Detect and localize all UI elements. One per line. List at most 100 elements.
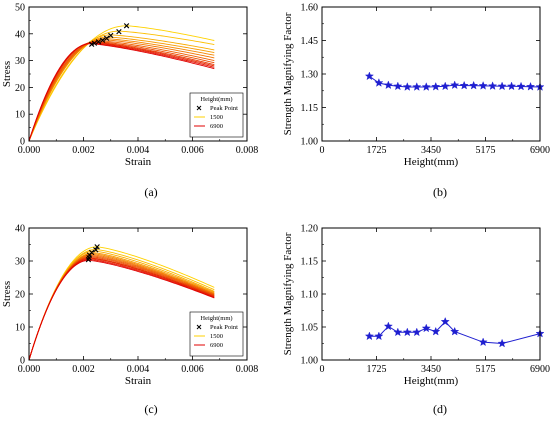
stress-strain-curve — [28, 257, 215, 361]
data-point-star — [497, 338, 507, 348]
x-tick-label: 0.008 — [236, 364, 259, 375]
data-point-star — [421, 82, 431, 91]
data-point-star — [383, 321, 393, 331]
y-tick-label: 1.05 — [301, 323, 319, 334]
chart-panel-2: 0 1725 3450 5175 6900 1.00 1.15 1.30 1.45 1.60 Hei… — [282, 3, 550, 200]
data-point-star — [374, 78, 384, 87]
panel-caption: (a) — [144, 185, 157, 199]
peak-point-marker — [88, 41, 95, 47]
y-tick-label: 20 — [15, 290, 25, 301]
stress-strain-curve — [28, 254, 215, 361]
y-tick-label: 1.15 — [301, 257, 319, 268]
x-tick-label: 5175 — [476, 364, 496, 375]
legend-label: 6900 — [210, 342, 223, 349]
y-tick-label: 1.60 — [301, 3, 319, 14]
plot-frame — [28, 6, 248, 142]
plot-frame — [28, 227, 248, 361]
y-tick-label: 40 — [15, 224, 25, 235]
y-axis-label: Stress — [1, 61, 13, 87]
data-point-star — [507, 81, 517, 91]
stress-strain-curve — [28, 41, 215, 142]
panel-caption: (b) — [433, 185, 447, 199]
data-point-star — [412, 327, 422, 337]
data-point-star — [393, 327, 403, 337]
data-point-star — [450, 326, 460, 336]
y-tick-label: 1.45 — [301, 36, 319, 47]
stress-strain-curve — [28, 43, 215, 142]
chart-panel-1: 0.000 0.002 0.004 0.006 0.008 0 10 20 30 40 50 Stra… — [1, 3, 258, 200]
x-axis-label: Height(mm) — [404, 156, 459, 168]
stress-strain-curve — [28, 256, 215, 361]
x-tick-label: 0 — [320, 364, 325, 375]
y-tick-label: 10 — [15, 323, 25, 334]
y-tick-label: 30 — [15, 56, 25, 67]
data-point-star — [421, 323, 431, 333]
stress-strain-curve — [28, 250, 215, 361]
stress-strain-curve — [28, 252, 215, 361]
x-tick-label: 5175 — [476, 145, 496, 156]
data-point-star — [478, 337, 488, 347]
y-tick-label: 1.20 — [301, 224, 319, 235]
plot-frame — [321, 6, 541, 142]
stress-strain-curve — [28, 258, 215, 361]
legend-label: Peak Point — [210, 324, 238, 331]
stress-strain-curve — [28, 40, 215, 142]
y-axis-label: Strength Magnifying Factor — [282, 12, 294, 135]
x-tick-label: 0.000 — [18, 145, 41, 156]
y-tick-label: 10 — [15, 110, 25, 121]
y-tick-label: 1.00 — [301, 137, 319, 148]
stress-strain-curve — [28, 30, 215, 142]
data-point-star — [431, 81, 441, 91]
data-point-star — [383, 80, 393, 90]
legend: Height(mm) Peak Point 1500 6900 — [189, 92, 244, 138]
peak-point-marker — [85, 256, 92, 263]
peak-point-marker — [95, 39, 102, 45]
stress-strain-curve — [28, 253, 215, 361]
data-point-star — [488, 81, 498, 90]
peak-point-marker — [108, 32, 114, 39]
legend-label: 1500 — [210, 333, 223, 340]
data-point-star — [440, 81, 450, 91]
data-point-star — [364, 331, 374, 341]
peak-point-marker — [123, 23, 130, 29]
y-tick-label: 30 — [15, 257, 25, 268]
legend-label: 6900 — [210, 123, 223, 130]
legend-label: 1500 — [210, 114, 223, 121]
chart-panel-4: 0 1725 3450 5175 6900 1.00 1.05 1.10 1.15 1.20 Hei… — [282, 224, 550, 417]
peak-point-marker — [94, 244, 100, 250]
peak-point-marker — [116, 28, 122, 35]
legend-box — [189, 311, 244, 357]
stress-strain-curve — [28, 25, 215, 142]
stress-strain-curve — [28, 34, 215, 142]
stress-strain-curve — [28, 255, 215, 361]
x-tick-label: 1725 — [367, 364, 387, 375]
legend-label: Peak Point — [210, 105, 238, 112]
data-point-star — [459, 80, 469, 90]
plot-frame — [321, 227, 541, 361]
data-point-star — [412, 82, 422, 91]
y-tick-label: 1.30 — [301, 70, 319, 81]
y-tick-label: 1.10 — [301, 290, 319, 301]
x-tick-label: 6900 — [530, 364, 550, 375]
peak-point-marker — [99, 37, 106, 43]
y-tick-label: 0 — [20, 356, 25, 367]
legend-marker-icon — [196, 324, 202, 330]
data-point-star — [450, 80, 460, 90]
data-point-star — [516, 81, 526, 91]
y-axis-label: Stress — [1, 281, 13, 307]
y-tick-label: 20 — [15, 83, 25, 94]
stress-strain-curve — [28, 38, 215, 142]
data-point-star — [393, 81, 403, 91]
stress-strain-curve — [28, 41, 215, 142]
x-tick-label: 0.008 — [236, 145, 259, 156]
x-tick-label: 0.000 — [18, 364, 41, 375]
panel-caption: (d) — [433, 402, 447, 416]
x-tick-label: 0.006 — [181, 145, 204, 156]
legend-title: Height(mm) — [200, 96, 232, 103]
data-point-star — [526, 81, 536, 91]
x-tick-label: 0.002 — [72, 364, 95, 375]
data-point-star — [402, 327, 412, 337]
data-point-star — [402, 82, 412, 91]
stress-strain-curve — [28, 257, 215, 361]
stress-strain-curve — [28, 42, 215, 142]
